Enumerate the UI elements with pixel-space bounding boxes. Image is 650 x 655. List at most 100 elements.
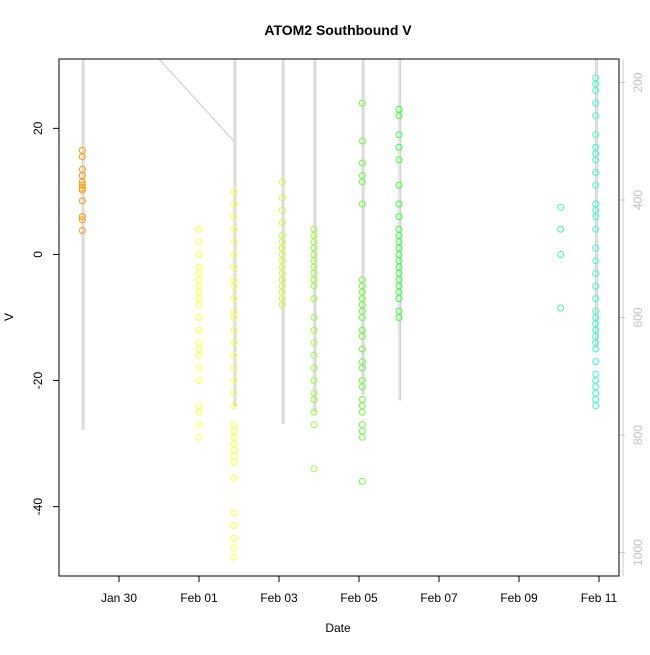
data-point [395, 213, 403, 221]
y-tick-label: -40 [31, 498, 45, 516]
data-point [195, 301, 203, 309]
data-point [230, 553, 238, 561]
data-point [592, 345, 600, 353]
data-point [230, 339, 238, 347]
data-point [358, 408, 366, 416]
data-point [557, 304, 565, 312]
series-0 [78, 146, 86, 234]
data-point [592, 225, 600, 233]
series-4 [358, 99, 366, 485]
data-point [395, 200, 403, 208]
data-point [310, 295, 318, 303]
series-1 [195, 187, 238, 561]
chart-title: ATOM2 Southbound V [264, 22, 412, 38]
data-point [592, 402, 600, 410]
data-point [310, 282, 318, 290]
y2-tick-label: 200 [631, 72, 645, 92]
series-3 [310, 225, 318, 473]
data-point [278, 206, 286, 214]
y-tick-label: 0 [31, 251, 45, 258]
data-point [195, 351, 203, 359]
data-point [310, 364, 318, 372]
y2-tick-label: 400 [631, 190, 645, 210]
data-point [230, 213, 238, 221]
data-point [395, 143, 403, 151]
y-tick-label: 20 [31, 121, 45, 135]
data-point [195, 433, 203, 441]
data-point [310, 351, 318, 359]
x-tick-label: Feb 03 [260, 591, 298, 605]
data-point [358, 178, 366, 186]
x-tick-label: Feb 09 [500, 591, 538, 605]
data-point [395, 156, 403, 164]
data-point [358, 314, 366, 321]
data-point [592, 131, 600, 139]
data-point [358, 477, 366, 485]
data-point [592, 257, 600, 265]
data-point [195, 251, 203, 258]
x-axis-label: Date [325, 621, 351, 635]
data-point [310, 314, 318, 321]
data-point [195, 225, 203, 233]
data-point [358, 364, 366, 372]
data-point [230, 402, 238, 410]
data-point [358, 332, 366, 340]
data-point [230, 251, 238, 258]
plot-frame [58, 58, 620, 577]
data-point [230, 389, 238, 397]
data-point [557, 225, 565, 233]
data-point [278, 301, 286, 309]
data-point [395, 131, 403, 139]
x-tick-label: Jan 30 [101, 591, 137, 605]
series-2 [278, 178, 286, 309]
data-point [358, 433, 366, 441]
data-point [310, 421, 318, 429]
data-point [195, 377, 203, 384]
data-point [230, 200, 238, 208]
data-point [592, 213, 600, 221]
data-point [78, 186, 86, 194]
data-point [310, 465, 318, 473]
data-point [230, 282, 238, 290]
data-point [358, 383, 366, 391]
data-point [195, 421, 203, 429]
data-point [592, 244, 600, 252]
data-point [230, 459, 238, 466]
data-point [195, 314, 203, 321]
data-point [592, 295, 600, 303]
data-point [230, 225, 238, 233]
data-point [278, 178, 286, 186]
data-point [592, 99, 600, 107]
data-point [195, 364, 203, 372]
data-point [592, 169, 600, 176]
data-point [592, 282, 600, 290]
y2-tick-label: 1000 [631, 539, 645, 566]
data-point [230, 326, 238, 334]
data-point [230, 314, 238, 321]
data-point [230, 377, 238, 384]
data-point [557, 203, 565, 211]
data-point [592, 358, 600, 366]
data-point [230, 474, 238, 482]
x-tick-label: Feb 05 [340, 591, 378, 605]
data-point [230, 364, 238, 372]
data-point [358, 137, 366, 145]
data-point [310, 339, 318, 347]
y-axis-label: V [2, 313, 16, 321]
x-tick-label: Feb 07 [420, 591, 458, 605]
data-point [310, 377, 318, 384]
data-point [195, 408, 203, 416]
data-point [230, 522, 238, 530]
series-6 [557, 203, 565, 312]
data-point [592, 156, 600, 164]
data-point [592, 269, 600, 277]
y2-tick-label: 600 [631, 307, 645, 327]
data-points-layer [78, 74, 600, 561]
data-point [78, 216, 86, 224]
y2-tick-label: 800 [631, 425, 645, 445]
data-point [592, 181, 600, 189]
data-point [557, 251, 565, 258]
